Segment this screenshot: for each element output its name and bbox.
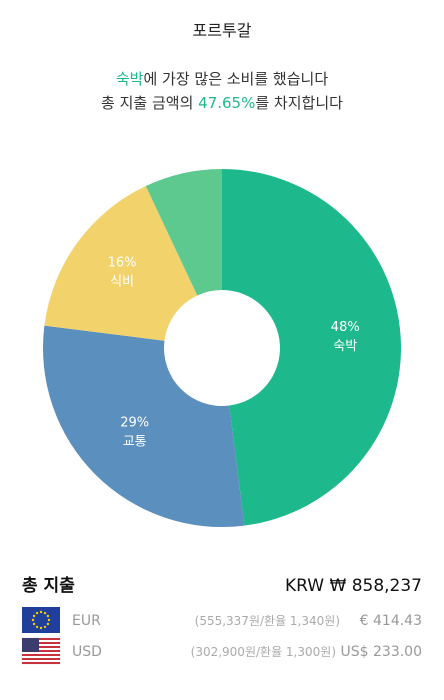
flag-star [39, 626, 43, 630]
summary-total: KRW ₩ 858,237 [285, 576, 422, 596]
headline-line: 숙박에 가장 많은 소비를 했습니다 [116, 70, 328, 88]
flag-star [43, 625, 47, 629]
flag-star [32, 622, 36, 626]
headline-highlight: 47.65% [198, 94, 255, 112]
summary-label: 총 지출 [22, 576, 75, 596]
donut-chart: 48% 숙박 29% 교통 16% 식비 [43, 169, 402, 528]
slice-value-label: 16% [108, 255, 137, 270]
headline-line: 총 지출 금액의 47.65%를 차지합니다 [101, 94, 343, 112]
eu-flag [22, 607, 60, 633]
currency-amount: US$ 233.00 [341, 644, 422, 660]
us-flag [21, 637, 61, 665]
flag-star [47, 618, 51, 622]
flag-star [46, 614, 50, 618]
headline-text: 총 지출 금액의 [101, 94, 198, 112]
headline-text: 를 차지합니다 [255, 94, 343, 112]
donut-slice [44, 186, 198, 341]
slice-category-label: 숙박 [333, 339, 357, 354]
currency-code: USD [72, 644, 102, 660]
currency-detail: (555,337원/환율 1,340원) [195, 614, 340, 628]
flag-stripe [22, 642, 60, 644]
slice-value-label: 29% [120, 415, 149, 430]
donut-slice [145, 169, 222, 296]
flag-star [31, 618, 35, 622]
flag-stripe [22, 638, 60, 640]
donut-slice [222, 169, 402, 526]
flag-star [32, 614, 36, 618]
flag-star [43, 611, 47, 615]
headline-text: 에 가장 많은 소비를 했습니다 [143, 70, 328, 88]
currency-amount: € 414.43 [360, 613, 422, 629]
flag-stripe [22, 658, 60, 660]
flag-stripe [22, 646, 60, 648]
donut-slice [43, 325, 245, 528]
flag-star [35, 611, 39, 615]
currency-detail: (302,900원/환율 1,300원) [191, 645, 336, 659]
page-title: 포르투갈 [193, 21, 252, 40]
slice-category-label: 식비 [110, 274, 134, 289]
headline-highlight: 숙박 [116, 70, 144, 88]
slice-category-label: 교통 [123, 434, 147, 449]
flag-star [39, 610, 43, 614]
flag-star [46, 622, 50, 626]
flag-stripe [22, 654, 60, 656]
currency-code: EUR [72, 613, 101, 629]
flag-stripe [22, 662, 60, 664]
flag-star [35, 625, 39, 629]
flag-stripe [22, 650, 60, 652]
slice-value-label: 48% [331, 320, 360, 335]
